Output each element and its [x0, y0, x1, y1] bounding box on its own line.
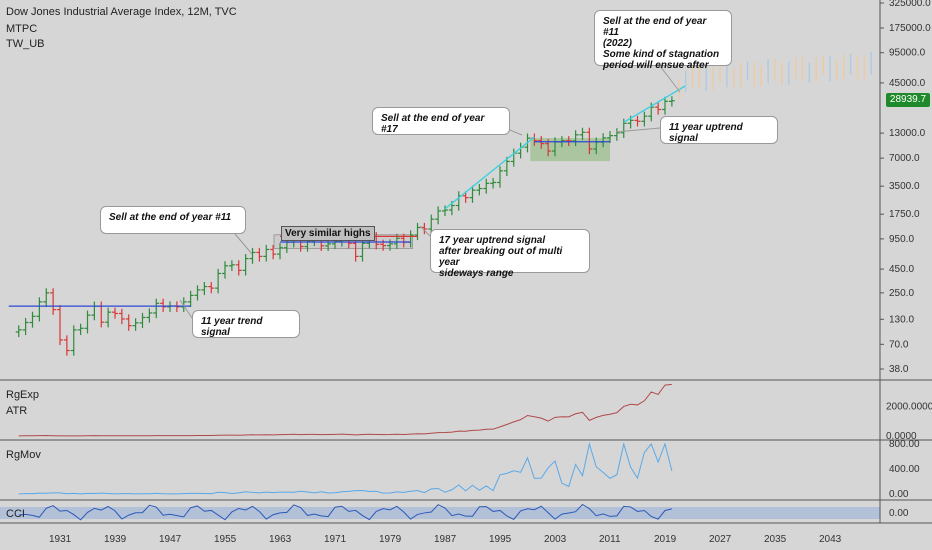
rgmov-tick-label: 400.00 [889, 464, 920, 475]
x-tick-label: 2011 [599, 534, 621, 545]
x-tick-label: 1995 [489, 534, 512, 545]
x-tick-label: 2035 [764, 534, 787, 545]
x-tick-label: 1987 [434, 534, 457, 545]
y-tick-label: 450.0 [889, 264, 914, 275]
annotation-trend-signal-11: 11 year trend signal [192, 310, 300, 338]
y-tick-label: 95000.0 [889, 48, 926, 59]
cci-panel [0, 503, 880, 521]
y-tick-label: 70.0 [889, 339, 909, 350]
atr-line [18, 383, 672, 437]
annotation-uptrend-17: 17 year uptrend signal after breaking ou… [430, 229, 590, 279]
rgmov-panel [18, 442, 673, 495]
x-tick-label: 1955 [214, 534, 237, 545]
callout-pointer [615, 127, 661, 133]
x-tick-label: 1971 [324, 534, 347, 545]
y-tick-label: 45000.0 [889, 78, 926, 89]
panel-label-atr: ATR [6, 405, 28, 417]
indicator-label-twub: TW_UB [6, 38, 45, 50]
rgmov-tick-label: 0.00 [889, 489, 909, 500]
x-tick-label: 2003 [544, 534, 567, 545]
atr-tick-label: 2000.0000 [886, 401, 932, 412]
annotation-very-similar-highs: Very similar highs [281, 226, 375, 241]
x-tick-label: 2019 [654, 534, 677, 545]
cci-band [0, 507, 880, 519]
x-tick-label: 2043 [819, 534, 842, 545]
cci-line [18, 503, 672, 521]
y-tick-label: 130.0 [889, 314, 914, 325]
x-tick-label: 2027 [709, 534, 732, 545]
annotation-sell-year-11-2022: Sell at the end of year #11 (2022) Some … [594, 10, 732, 71]
y-tick-label: 38.0 [889, 364, 909, 375]
callout-pointer [659, 65, 681, 93]
rgmov-tick-label: 800.00 [889, 439, 920, 450]
callout-pointer [419, 225, 431, 237]
x-tick-label: 1947 [159, 534, 182, 545]
atr-tick-label: 0.0000 [886, 431, 917, 442]
y-tick-label: 175000.0 [889, 23, 931, 34]
callout-pointer [234, 233, 253, 255]
annotation-sell-year-17: Sell at the end of year #17 [372, 107, 510, 135]
y-tick-label: 7000.0 [889, 153, 920, 164]
x-tick-label: 1963 [269, 534, 292, 545]
indicator-label-mtpc: MTPC [6, 23, 38, 35]
panel-label-rgmov: RgMov [6, 449, 41, 461]
x-tick-label: 1979 [379, 534, 402, 545]
y-tick-label: 325000.0 [889, 0, 931, 9]
projection-arrow [444, 136, 535, 210]
panel-label-rgexp: RgExp [6, 389, 40, 401]
y-tick-label: 950.0 [889, 234, 914, 245]
y-tick-label: 1750.0 [889, 209, 920, 220]
price-panel[interactable] [8, 51, 872, 356]
last-price-tag: 28939.7 [886, 93, 930, 107]
y-tick-label: 13000.0 [889, 128, 926, 139]
annotation-sell-year-11-left: Sell at the end of year #11 [100, 206, 246, 234]
y-tick-label: 250.0 [889, 288, 914, 299]
sideways-range-box [530, 138, 610, 162]
callout-pointer [179, 299, 193, 319]
annotation-uptrend-11: 11 year uptrend signal [660, 116, 778, 144]
y-tick-label: 3500.0 [889, 181, 920, 192]
cci-tick-label: 0.00 [889, 508, 909, 519]
projection-arrow [623, 85, 686, 123]
x-tick-label: 1939 [104, 534, 127, 545]
atr-panel [18, 383, 672, 437]
chart-title: Dow Jones Industrial Average Index, 12M,… [6, 6, 237, 18]
rgmov-line [18, 442, 673, 495]
x-tick-label: 1931 [49, 534, 72, 545]
panel-label-cci: CCI [6, 508, 25, 520]
